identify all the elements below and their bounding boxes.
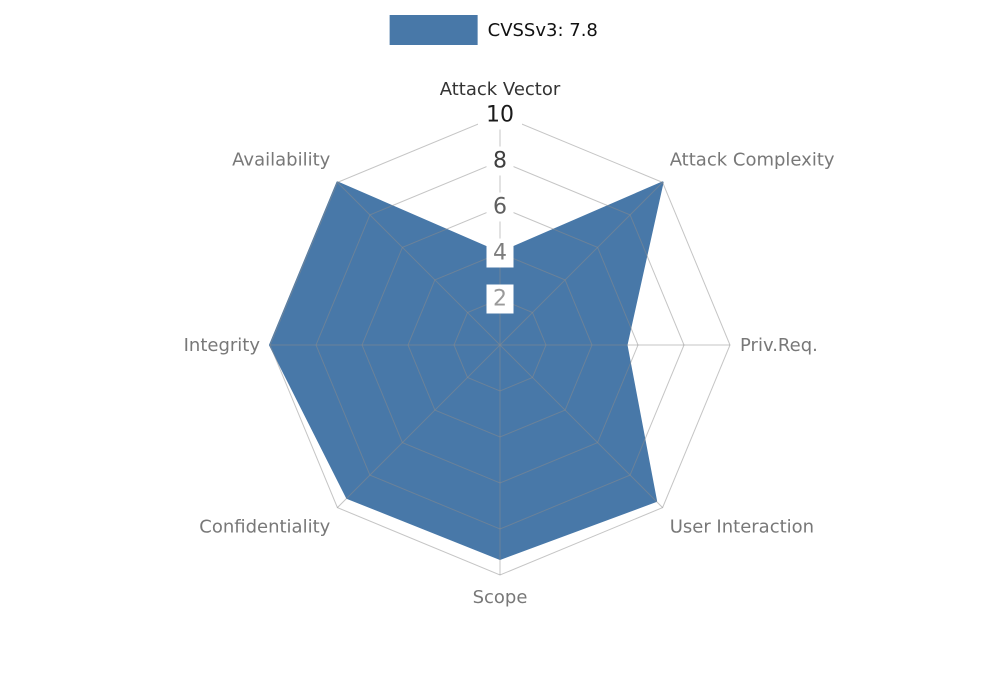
radial-tick-box	[486, 192, 514, 222]
radial-tick-label: 6	[493, 195, 507, 220]
radial-tick-box	[478, 100, 522, 130]
axis-label-priv-req-: Priv.Req.	[740, 335, 818, 356]
axis-label-attack-vector: Attack Vector	[440, 79, 561, 100]
radial-tick-box	[486, 238, 514, 268]
radar-spoke	[499, 344, 663, 508]
axis-label-confidentiality: Confidentiality	[199, 517, 330, 538]
radar-spoke	[337, 344, 501, 508]
radial-tick-label: 4	[493, 241, 507, 266]
radial-tick-box	[486, 146, 514, 176]
legend-label: CVSSv3: 7.8	[487, 19, 598, 41]
axis-label-attack-complexity: Attack Complexity	[670, 149, 835, 170]
legend-swatch	[389, 15, 478, 45]
legend: CVSSv3: 7.8	[389, 15, 598, 45]
radar-data-polygon	[269, 181, 664, 560]
radial-tick-label: 10	[486, 103, 514, 128]
radar-spoke	[337, 182, 501, 346]
axis-label-scope: Scope	[473, 587, 528, 608]
axis-label-availability: Availability	[232, 149, 330, 170]
axis-label-user-interaction: User Interaction	[670, 517, 814, 538]
radial-tick-label: 8	[493, 149, 507, 174]
axis-label-integrity: Integrity	[184, 335, 261, 356]
radial-tick-box	[486, 284, 514, 314]
radial-tick-label: 2	[493, 287, 507, 312]
radar-spoke	[499, 182, 663, 346]
